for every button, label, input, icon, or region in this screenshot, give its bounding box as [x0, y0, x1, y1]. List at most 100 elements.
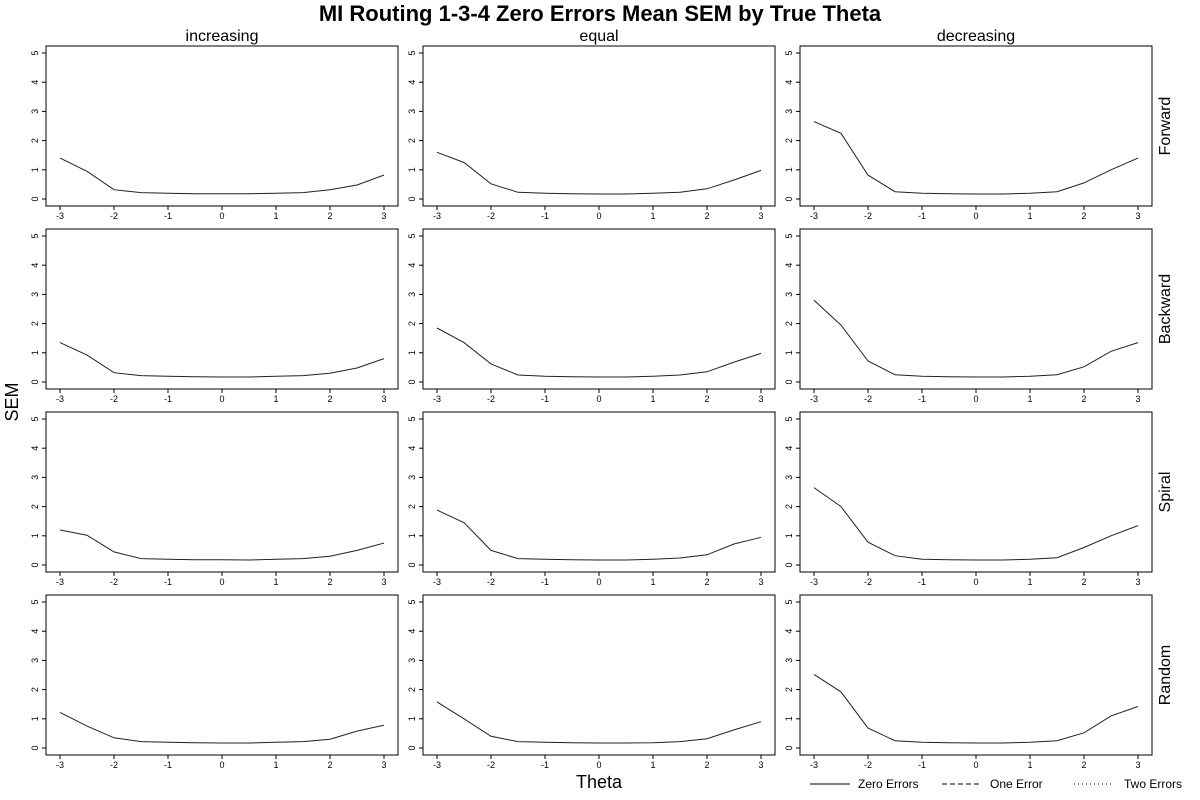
- x-tick-label: 3: [1135, 760, 1140, 770]
- panel-backward-equal: -3 -2 -1 0 1 2 3 0 1 2 3 4 5: [407, 228, 776, 404]
- x-tick-label: -3: [810, 394, 818, 404]
- y-tick-label: 0: [407, 745, 417, 750]
- y-tick-label: 5: [407, 599, 417, 604]
- x-tick-label: -1: [918, 577, 926, 587]
- x-tick-label: -1: [164, 577, 172, 587]
- x-tick-label: -1: [918, 211, 926, 221]
- y-tick-label: 0: [784, 562, 794, 567]
- y-tick-label: 0: [784, 379, 794, 384]
- y-tick-label: 2: [784, 504, 794, 509]
- x-tick-label: -2: [864, 211, 872, 221]
- x-tick-label: 1: [273, 760, 278, 770]
- y-tick-label: 3: [407, 109, 417, 114]
- x-tick-label: -1: [164, 760, 172, 770]
- x-tick-label: 3: [381, 760, 386, 770]
- x-tick-label: 1: [650, 577, 655, 587]
- y-tick-label: 0: [30, 562, 40, 567]
- legend: Zero Errors One Error Two Errors: [810, 777, 1182, 791]
- y-tick-label: 4: [407, 263, 417, 268]
- x-tick-label: 1: [650, 760, 655, 770]
- y-tick-label: 2: [30, 138, 40, 143]
- x-tick-label: 3: [381, 394, 386, 404]
- y-tick-label: 5: [407, 416, 417, 421]
- y-tick-label: 0: [30, 379, 40, 384]
- y-tick-label: 2: [784, 321, 794, 326]
- x-tick-label: 0: [973, 211, 978, 221]
- y-tick-label: 3: [407, 475, 417, 480]
- y-tick-label: 2: [784, 138, 794, 143]
- y-tick-label: 5: [30, 50, 40, 55]
- y-tick-label: 3: [30, 475, 40, 480]
- y-tick-label: 5: [784, 233, 794, 238]
- x-tick-label: 0: [219, 577, 224, 587]
- x-tick-label: 2: [704, 394, 709, 404]
- series-line-zero-errors: [59, 711, 385, 744]
- y-tick-label: 5: [407, 233, 417, 238]
- x-tick-label: 1: [1027, 211, 1032, 221]
- y-tick-label: 4: [784, 446, 794, 451]
- column-label-decreasing: decreasing: [937, 28, 1015, 45]
- y-tick-label: 4: [407, 446, 417, 451]
- y-tick-label: 0: [407, 379, 417, 384]
- panel-random-equal: -3 -2 -1 0 1 2 3 0 1 2 3 4 5: [407, 594, 776, 770]
- column-label-increasing: increasing: [186, 28, 259, 45]
- y-tick-label: 2: [784, 687, 794, 692]
- series-line-zero-errors: [59, 529, 385, 561]
- y-tick-label: 4: [407, 80, 417, 85]
- y-tick-label: 1: [407, 167, 417, 172]
- x-tick-label: -2: [110, 211, 118, 221]
- x-tick-label: 0: [219, 211, 224, 221]
- x-tick-label: -1: [164, 211, 172, 221]
- panel-forward-increasing: -3 -2 -1 0 1 2 3 0 1 2 3 4 5: [30, 45, 399, 221]
- y-tick-label: 0: [407, 196, 417, 201]
- x-tick-label: 3: [1135, 211, 1140, 221]
- x-tick-label: 2: [327, 760, 332, 770]
- y-tick-label: 1: [30, 350, 40, 355]
- y-tick-label: 1: [784, 533, 794, 538]
- series-line-zero-errors: [813, 487, 1139, 561]
- x-tick-label: 2: [327, 211, 332, 221]
- x-tick-label: -1: [164, 394, 172, 404]
- y-tick-label: 5: [407, 50, 417, 55]
- x-tick-label: -3: [433, 211, 441, 221]
- y-tick-label: 0: [784, 745, 794, 750]
- row-label-forward: Forward: [1157, 97, 1174, 156]
- legend-label-two-errors: Two Errors: [1124, 777, 1182, 791]
- y-tick-label: 3: [407, 658, 417, 663]
- x-tick-label: -2: [864, 577, 872, 587]
- series-line-zero-errors: [436, 151, 762, 195]
- x-tick-label: 1: [650, 211, 655, 221]
- x-tick-label: -2: [110, 394, 118, 404]
- y-tick-label: 2: [407, 138, 417, 143]
- x-tick-label: 2: [1081, 211, 1086, 221]
- x-tick-label: -2: [110, 577, 118, 587]
- y-tick-label: 5: [784, 416, 794, 421]
- x-tick-label: -3: [433, 394, 441, 404]
- x-tick-label: 3: [758, 577, 763, 587]
- y-tick-label: 2: [30, 321, 40, 326]
- y-tick-label: 1: [784, 716, 794, 721]
- series-line-zero-errors: [59, 157, 385, 195]
- x-tick-label: -2: [487, 394, 495, 404]
- y-tick-label: 2: [407, 321, 417, 326]
- x-tick-label: 2: [1081, 577, 1086, 587]
- y-tick-label: 0: [784, 196, 794, 201]
- y-tick-label: 1: [30, 533, 40, 538]
- x-tick-label: 2: [704, 760, 709, 770]
- y-tick-label: 5: [30, 233, 40, 238]
- y-tick-label: 2: [30, 687, 40, 692]
- y-tick-label: 1: [407, 533, 417, 538]
- series-line-zero-errors: [813, 121, 1139, 195]
- x-tick-label: -3: [810, 577, 818, 587]
- panel-frame: [45, 45, 399, 207]
- legend-label-zero-errors: Zero Errors: [858, 777, 919, 791]
- panel-frame: [799, 411, 1153, 573]
- panel-frame: [45, 228, 399, 390]
- y-tick-label: 1: [407, 350, 417, 355]
- x-tick-label: 3: [758, 394, 763, 404]
- x-tick-label: 0: [596, 577, 601, 587]
- x-tick-label: 2: [1081, 394, 1086, 404]
- y-tick-label: 1: [407, 716, 417, 721]
- x-tick-label: 3: [381, 211, 386, 221]
